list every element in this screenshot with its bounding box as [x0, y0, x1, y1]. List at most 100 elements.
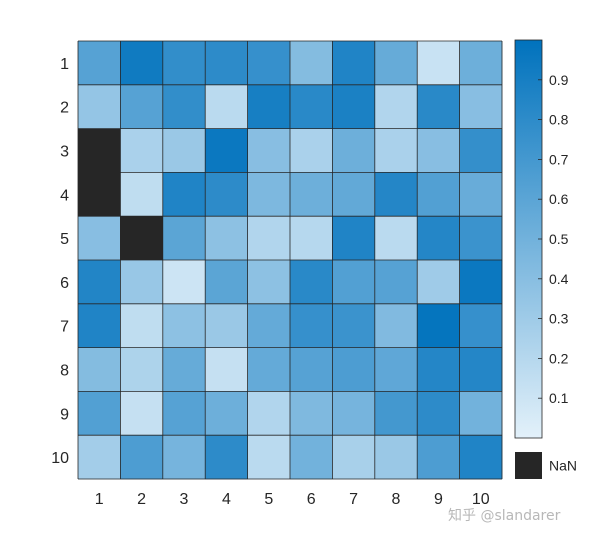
- heatmap-cell-r1-c1: [78, 41, 121, 86]
- heatmap-cell-r6-c2: [120, 260, 164, 305]
- heatmap-cell-r9-c3: [162, 391, 206, 436]
- y-tick-label: 5: [60, 231, 69, 248]
- heatmap-cell-nan-r5-c2: [120, 216, 164, 261]
- heatmap-cell-r3-c2: [120, 128, 164, 173]
- heatmap-cell-r5-c8: [374, 216, 418, 261]
- heatmap-cell-r2-c4: [205, 84, 248, 129]
- heatmap-cell-r3-c5: [247, 128, 291, 173]
- colorbar-tick-label: 0.2: [549, 350, 569, 366]
- heatmap-cell-r4-c2: [120, 172, 164, 217]
- heatmap-cell-r2-c1: [78, 84, 121, 129]
- heatmap-cell-r3-c6: [290, 128, 333, 173]
- x-tick-label: 3: [180, 491, 189, 508]
- x-tick-label: 2: [137, 491, 146, 508]
- heatmap-cell-r5-c5: [247, 216, 291, 261]
- heatmap-cell-r7-c7: [332, 303, 376, 348]
- heatmap-cell-r1-c3: [162, 41, 206, 86]
- heatmap-cell-r9-c1: [78, 391, 121, 436]
- heatmap-cell-r4-c9: [417, 172, 460, 217]
- x-tick-label: 10: [472, 491, 490, 508]
- x-axis-tick-labels: 1 2 3 4 5 6 7 8 9 10: [95, 491, 490, 508]
- heatmap-cell-r1-c2: [120, 41, 164, 86]
- heatmap-cell-r4-c6: [290, 172, 333, 217]
- heatmap-cell-r8-c9: [417, 347, 460, 392]
- heatmap-cell-r9-c4: [205, 391, 248, 436]
- heatmap-cell-r5-c4: [205, 216, 248, 261]
- x-tick-label: 7: [349, 491, 358, 508]
- heatmap-cell-r6-c4: [205, 260, 248, 305]
- colorbar-tick-label: 0.8: [549, 112, 569, 128]
- colorbar-tick-label: 0.6: [549, 191, 569, 207]
- colorbar-tick-label: 0.5: [549, 231, 569, 247]
- x-tick-label: 4: [222, 491, 231, 508]
- colorbar-tick-label: 0.3: [549, 311, 569, 327]
- heatmap-cell-r4-c5: [247, 172, 291, 217]
- heatmap-cell-r6-c1: [78, 260, 121, 305]
- heatmap-cell-r10-c5: [247, 435, 291, 480]
- x-tick-label: 8: [392, 491, 401, 508]
- heatmap-cell-r7-c10: [459, 303, 503, 348]
- heatmap-cell-r1-c4: [205, 41, 248, 86]
- heatmap-cell-r2-c10: [459, 84, 503, 129]
- heatmap-cell-r9-c9: [417, 391, 460, 436]
- heatmap-cell-r5-c9: [417, 216, 460, 261]
- heatmap-cell-r7-c6: [290, 303, 333, 348]
- watermark: 知乎 @slandarer: [448, 508, 561, 524]
- heatmap-cell-r4-c10: [459, 172, 503, 217]
- heatmap-cell-r7-c9: [417, 303, 460, 348]
- heatmap-cell-r5-c1: [78, 216, 121, 261]
- heatmap-cell-r2-c8: [374, 84, 418, 129]
- heatmap-cell-r8-c10: [459, 347, 503, 392]
- heatmap-cell-r3-c8: [374, 128, 418, 173]
- y-tick-label: 7: [60, 319, 69, 336]
- colorbar-tick-label: 0.1: [549, 390, 569, 406]
- heatmap-cell-r8-c7: [332, 347, 376, 392]
- heatmap-cell-r6-c6: [290, 260, 333, 305]
- heatmap-cell-r8-c3: [162, 347, 206, 392]
- heatmap-cell-r5-c7: [332, 216, 376, 261]
- heatmap-cell-r10-c1: [78, 435, 121, 480]
- y-tick-label: 3: [60, 144, 69, 161]
- colorbar-tick-label: 0.9: [549, 72, 569, 88]
- y-tick-label: 4: [60, 187, 69, 204]
- heatmap-cell-r9-c7: [332, 391, 376, 436]
- heatmap-cell-r6-c3: [162, 260, 206, 305]
- heatmap-cell-r10-c10: [459, 435, 503, 480]
- heatmap-cell-r10-c3: [162, 435, 206, 480]
- x-tick-label: 9: [434, 491, 443, 508]
- heatmap-cell-r1-c8: [374, 41, 418, 86]
- heatmap-cell-r4-c4: [205, 172, 248, 217]
- heatmap-cell-r4-c7: [332, 172, 376, 217]
- heatmap-cell-r4-c8: [374, 172, 418, 217]
- heatmap-cell-r2-c5: [247, 84, 291, 129]
- heatmap-cell-r8-c6: [290, 347, 333, 392]
- colorbar-gradient: [515, 40, 542, 438]
- heatmap-cell-nan-r4-c1: [78, 172, 121, 217]
- heatmap-cell-r8-c4: [205, 347, 248, 392]
- heatmap-grid: [77, 40, 503, 480]
- heatmap-cell-r9-c10: [459, 391, 503, 436]
- heatmap-cell-r10-c2: [120, 435, 164, 480]
- heatmap-cell-r1-c7: [332, 41, 376, 86]
- x-tick-label: 1: [95, 491, 104, 508]
- heatmap-cell-r7-c5: [247, 303, 291, 348]
- colorbar-tick-labels: 0.1 0.2 0.3 0.4 0.5 0.6 0.7 0.8 0.9: [538, 72, 569, 406]
- heatmap-cell-r7-c2: [120, 303, 164, 348]
- heatmap-cell-r8-c8: [374, 347, 418, 392]
- heatmap-cell-r3-c3: [162, 128, 206, 173]
- heatmap-cell-nan-r3-c1: [78, 128, 121, 173]
- heatmap-cell-r9-c5: [247, 391, 291, 436]
- heatmap-cell-r5-c3: [162, 216, 206, 261]
- y-tick-label: 1: [60, 56, 69, 73]
- y-tick-label: 8: [60, 363, 69, 380]
- heatmap-cell-r1-c10: [459, 41, 503, 86]
- heatmap-cell-r2-c7: [332, 84, 376, 129]
- heatmap-cell-r8-c2: [120, 347, 164, 392]
- heatmap-cell-r5-c10: [459, 216, 503, 261]
- y-axis-tick-labels: 1 2 3 4 5 6 7 8 9 10: [51, 56, 69, 467]
- y-tick-label: 9: [60, 406, 69, 423]
- heatmap-cell-r10-c8: [374, 435, 418, 480]
- heatmap-cell-r7-c8: [374, 303, 418, 348]
- heatmap-cell-r10-c7: [332, 435, 376, 480]
